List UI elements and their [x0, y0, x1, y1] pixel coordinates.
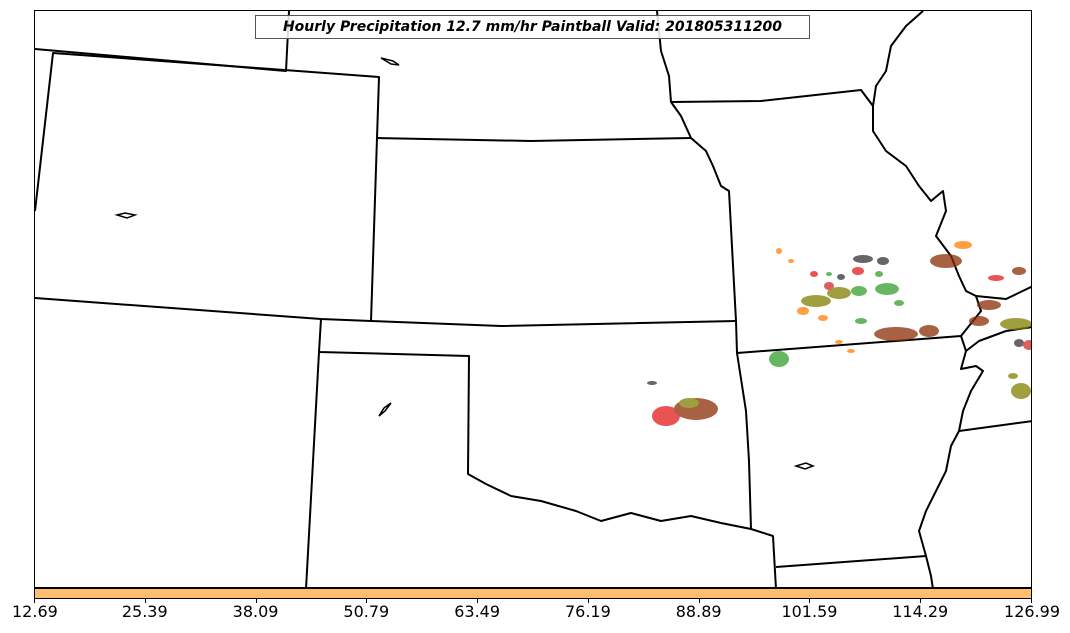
colorbar-tick [587, 599, 589, 603]
colorbar-tick [698, 599, 700, 603]
colorbar-tick [920, 599, 922, 603]
colorbar-tick [1031, 599, 1032, 603]
colorbar-tick [34, 599, 35, 603]
precip-paintballs [647, 241, 1031, 426]
colorbar-tick [809, 599, 811, 603]
colorbar-tick-label: 63.49 [454, 602, 501, 621]
colorbar-tick-label: 88.89 [675, 602, 722, 621]
colorbar [34, 588, 1032, 599]
colorbar-tick-label: 114.29 [892, 602, 949, 621]
colorbar-tick-label: 38.09 [232, 602, 279, 621]
colorbar-tick [255, 599, 257, 603]
colorbar-tick-label: 101.59 [781, 602, 838, 621]
colorbar-tick [144, 599, 146, 603]
map-title-box: Hourly Precipitation 12.7 mm/hr Paintbal… [255, 15, 810, 39]
colorbar-tick-label: 25.39 [121, 602, 168, 621]
colorbar-tick-label: 50.79 [343, 602, 390, 621]
colorbar-tick-label: 126.99 [1004, 602, 1060, 621]
state-boundaries-map [35, 11, 1031, 587]
map-title: Hourly Precipitation 12.7 mm/hr Paintbal… [282, 19, 783, 35]
colorbar-tick-label: 12.69 [12, 602, 58, 621]
colorbar-tick [366, 599, 368, 603]
lakes [114, 57, 816, 470]
colorbar-tick-label: 76.19 [564, 602, 611, 621]
colorbar-tick [477, 599, 479, 603]
state-boundaries [35, 11, 1031, 587]
map-panel[interactable] [34, 10, 1032, 588]
